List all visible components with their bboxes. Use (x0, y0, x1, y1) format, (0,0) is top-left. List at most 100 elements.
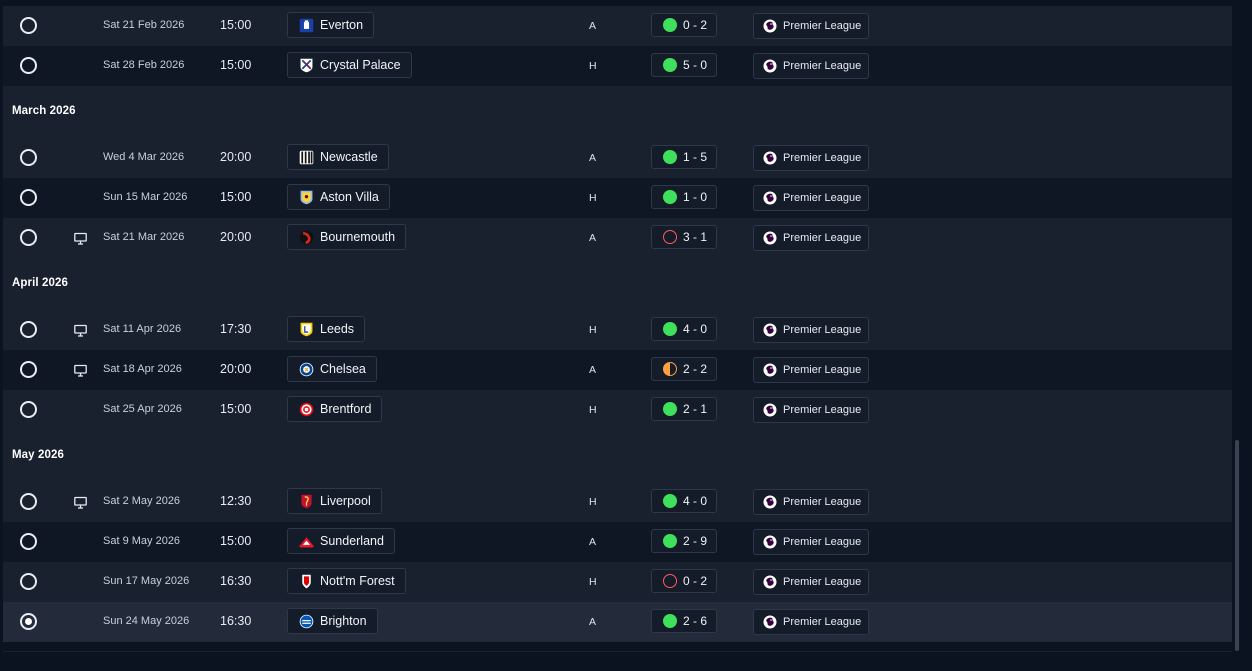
premier-league-icon (763, 495, 777, 509)
competition-button[interactable]: Premier League (753, 225, 869, 251)
fixture-radio[interactable] (20, 57, 37, 74)
competition-button[interactable]: Premier League (753, 397, 869, 423)
competition-button[interactable]: Premier League (753, 185, 869, 211)
opponent-button[interactable]: Crystal Palace (287, 52, 412, 78)
fixture-time: 20:00 (220, 230, 252, 244)
result-badge[interactable]: 2 - 1 (651, 397, 718, 421)
result-badge[interactable]: 0 - 2 (651, 13, 718, 37)
result-badge[interactable]: 1 - 5 (651, 145, 718, 169)
score: 2 - 1 (683, 402, 708, 416)
tv-icon (74, 496, 87, 509)
opponent-button[interactable]: Nott'm Forest (287, 568, 406, 594)
competition-name: Premier League (783, 20, 862, 32)
result-badge[interactable]: 0 - 2 (651, 569, 718, 593)
score: 1 - 0 (683, 190, 708, 204)
fixture-list: Sat 21 Feb 2026 15:00 Everton A 0 - 2 Premier… (3, 6, 1232, 642)
fixture-radio[interactable] (20, 17, 37, 34)
premier-league-icon (763, 231, 777, 245)
fixture-date: Sat 21 Mar 2026 (103, 231, 185, 243)
competition-name: Premier League (783, 192, 862, 204)
result-badge[interactable]: 3 - 1 (651, 225, 718, 249)
month-label: March 2026 (12, 105, 76, 117)
fixture-radio[interactable] (20, 613, 37, 630)
fixture-radio[interactable] (20, 229, 37, 246)
result-badge[interactable]: 2 - 2 (651, 357, 718, 381)
score: 2 - 2 (683, 362, 708, 376)
score: 3 - 1 (683, 230, 708, 244)
fixture-row[interactable]: Sat 28 Feb 2026 15:00 Crystal Palace H 5 - 0… (3, 46, 1232, 86)
competition-name: Premier League (783, 496, 862, 508)
competition-button[interactable]: Premier League (753, 569, 869, 595)
fixture-row[interactable]: Sat 21 Mar 2026 20:00 Bournemouth A 3 - 1 Pre… (3, 218, 1232, 258)
fixture-radio[interactable] (20, 149, 37, 166)
fixture-date: Sun 15 Mar 2026 (103, 191, 188, 203)
opponent-button[interactable]: Leeds (287, 316, 366, 342)
fixture-row[interactable]: Sat 25 Apr 2026 15:00 Brentford H 2 - 1 Premi… (3, 390, 1232, 430)
result-draw-icon (663, 362, 677, 376)
competition-button[interactable]: Premier League (753, 529, 869, 555)
fixture-radio[interactable] (20, 361, 37, 378)
competition-name: Premier League (783, 60, 862, 72)
result-badge[interactable]: 4 - 0 (651, 489, 718, 513)
result-badge[interactable]: 4 - 0 (651, 317, 718, 341)
opponent-button[interactable]: Liverpool (287, 488, 382, 514)
opponent-button[interactable]: Brighton (287, 608, 378, 634)
fixture-row[interactable]: Sat 11 Apr 2026 17:30 Leeds H 4 - 0 Premier L… (3, 310, 1232, 350)
opponent-name: Everton (320, 18, 364, 32)
venue-label: A (589, 364, 597, 376)
competition-button[interactable]: Premier League (753, 13, 869, 39)
fixture-row[interactable]: Sat 18 Apr 2026 20:00 Chelsea A 2 - 2 Premier… (3, 350, 1232, 390)
score: 2 - 6 (683, 614, 708, 628)
premier-league-icon (763, 19, 777, 33)
result-badge[interactable]: 1 - 0 (651, 185, 718, 209)
fixture-time: 15:00 (220, 190, 252, 204)
fixture-row[interactable]: Wed 4 Mar 2026 20:00 Newcastle A 1 - 5 Premie… (3, 138, 1232, 178)
fixture-row[interactable]: Sat 9 May 2026 15:00 Sunderland A 2 - 9 Premi… (3, 522, 1232, 562)
fixture-row[interactable]: Sun 15 Mar 2026 15:00 Aston Villa H 1 - 0 Pre… (3, 178, 1232, 218)
venue-label: H (589, 60, 597, 72)
month-header: April 2026 (3, 258, 1232, 310)
opponent-button[interactable]: Chelsea (287, 356, 377, 382)
result-win-icon (663, 58, 677, 72)
scrollbar-thumb[interactable] (1235, 440, 1239, 651)
result-badge[interactable]: 5 - 0 (651, 53, 718, 77)
fixture-radio[interactable] (20, 493, 37, 510)
fixture-time: 17:30 (220, 322, 252, 336)
result-badge[interactable]: 2 - 6 (651, 609, 718, 633)
competition-button[interactable]: Premier League (753, 609, 869, 635)
opponent-button[interactable]: Everton (287, 12, 375, 38)
fixture-time: 16:30 (220, 574, 252, 588)
fixture-radio[interactable] (20, 573, 37, 590)
opponent-button[interactable]: Newcastle (287, 144, 389, 170)
fixture-date: Sun 24 May 2026 (103, 615, 190, 627)
sunderland-crest-icon (298, 533, 315, 550)
opponent-button[interactable]: Brentford (287, 396, 383, 422)
competition-button[interactable]: Premier League (753, 357, 869, 383)
fixture-row[interactable]: Sun 17 May 2026 16:30 Nott'm Forest H 0 - 2 P… (3, 562, 1232, 602)
premier-league-icon (763, 575, 777, 589)
fixture-radio[interactable] (20, 321, 37, 338)
tv-icon (74, 364, 87, 377)
fixture-radio[interactable] (20, 189, 37, 206)
competition-button[interactable]: Premier League (753, 489, 869, 515)
fixture-row[interactable]: Sat 21 Feb 2026 15:00 Everton A 0 - 2 Premier… (3, 6, 1232, 46)
fixture-radio[interactable] (20, 401, 37, 418)
opponent-button[interactable]: Bournemouth (287, 224, 407, 250)
fixture-radio[interactable] (20, 533, 37, 550)
opponent-button[interactable]: Aston Villa (287, 184, 390, 210)
opponent-button[interactable]: Sunderland (287, 528, 395, 554)
result-win-icon (663, 190, 677, 204)
score: 4 - 0 (683, 322, 708, 336)
result-badge[interactable]: 2 - 9 (651, 529, 718, 553)
month-header: March 2026 (3, 86, 1232, 138)
fixture-row[interactable]: Sun 24 May 2026 16:30 Brighton A 2 - 6 Premie… (3, 602, 1232, 642)
competition-name: Premier League (783, 404, 862, 416)
competition-button[interactable]: Premier League (753, 145, 869, 171)
competition-button[interactable]: Premier League (753, 53, 869, 79)
fixture-time: 15:00 (220, 18, 252, 32)
opponent-name: Chelsea (320, 362, 366, 376)
fixture-row[interactable]: Sat 2 May 2026 12:30 Liverpool H 4 - 0 Premie… (3, 482, 1232, 522)
score: 2 - 9 (683, 534, 708, 548)
competition-button[interactable]: Premier League (753, 317, 869, 343)
result-loss-icon (663, 230, 677, 244)
